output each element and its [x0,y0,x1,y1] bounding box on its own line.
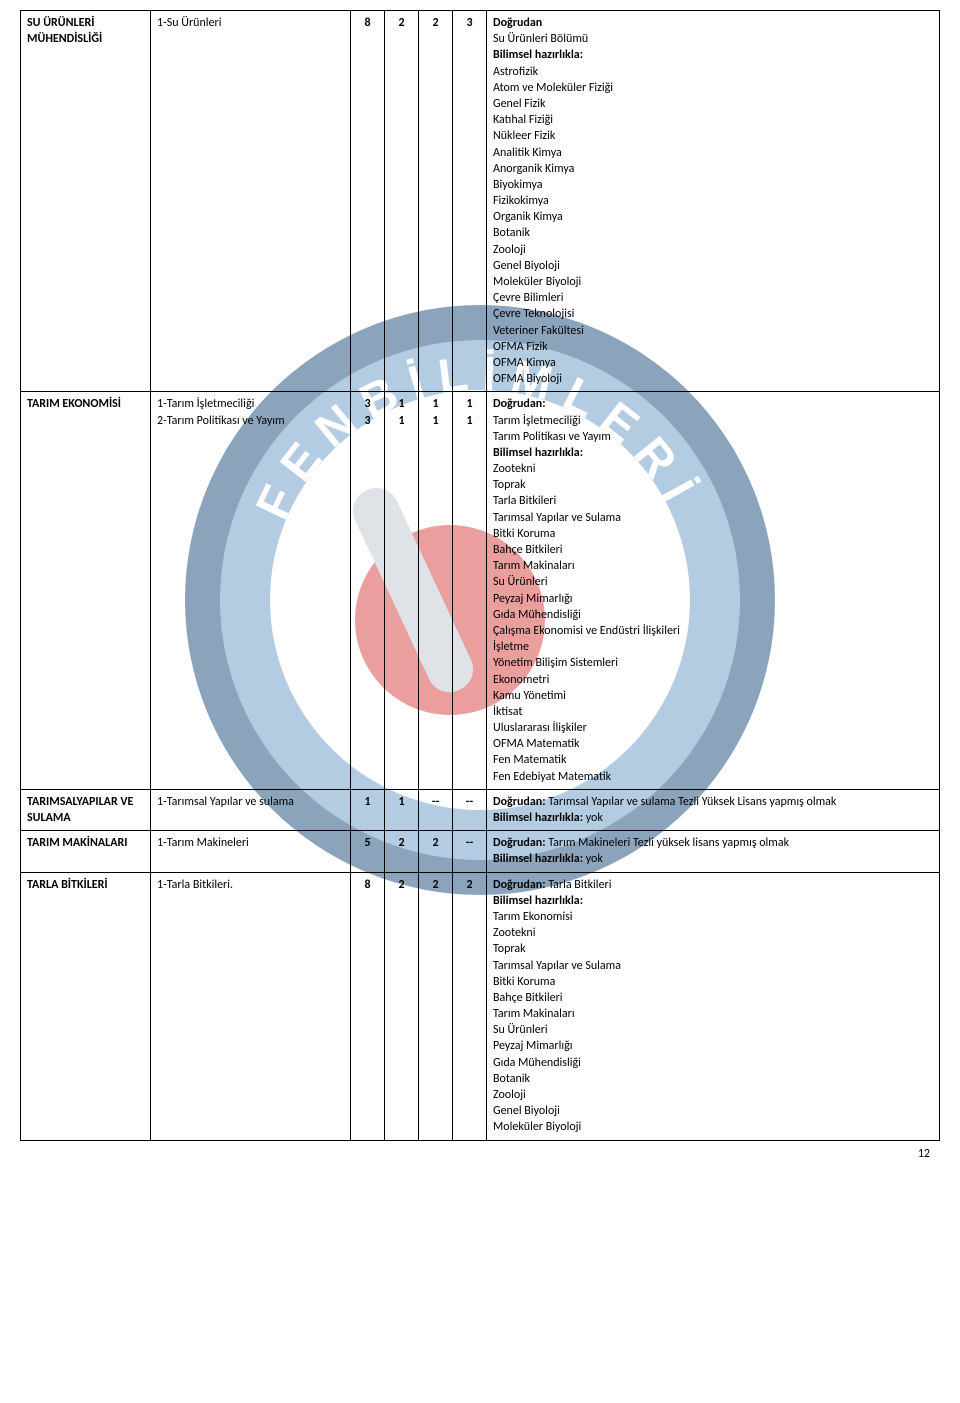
page-content: SU ÜRÜNLERİ MÜHENDİSLİĞİ1-Su Ürünleri822… [0,0,960,1191]
num-cell: 8 [351,11,385,392]
num-cell: 2 [419,831,453,872]
table-row: SU ÜRÜNLERİ MÜHENDİSLİĞİ1-Su Ürünleri822… [21,11,940,392]
num-cell: 8 [351,872,385,1140]
num-cell: 2 [385,872,419,1140]
num-cell: 2 [419,11,453,392]
items-cell: 1-Su Ürünleri [151,11,351,392]
dept-cell: TARIM MAKİNALARI [21,831,151,872]
desc-text: Doğrudan: Tarım Makineleri Tezli yüksek … [493,836,789,866]
desc-cell: Doğrudan: Tarımsal Yapılar ve sulama Tez… [487,789,940,830]
document-table: SU ÜRÜNLERİ MÜHENDİSLİĞİ1-Su Ürünleri822… [20,10,940,1141]
table-row: TARIMSALYAPILAR VE SULAMA1-Tarımsal Yapı… [21,789,940,830]
num-cell: 2 [419,872,453,1140]
num-cell: 2 [385,11,419,392]
table-row: TARLA BİTKİLERİ1-Tarla Bitkileri.8222Doğ… [21,872,940,1140]
num-cell: 3 3 [351,392,385,790]
num-cell: 3 [453,11,487,392]
desc-cell: Doğrudan: Tarım Makineleri Tezli yüksek … [487,831,940,872]
dept-cell: TARIMSALYAPILAR VE SULAMA [21,789,151,830]
desc-text: Doğrudan:Tarım İşletmeciliğiTarım Politi… [493,397,680,783]
dept-cell: SU ÜRÜNLERİ MÜHENDİSLİĞİ [21,11,151,392]
num-cell: 1 1 [419,392,453,790]
items-cell: 1-Tarım Makineleri [151,831,351,872]
page-number: 12 [20,1141,940,1161]
items-cell: 1-Tarımsal Yapılar ve sulama [151,789,351,830]
items-cell: 1-Tarla Bitkileri. [151,872,351,1140]
num-cell: 1 1 [453,392,487,790]
desc-cell: Doğrudan:Tarım İşletmeciliğiTarım Politi… [487,392,940,790]
num-cell: 2 [385,831,419,872]
num-cell: -- [453,789,487,830]
num-cell: 1 [385,789,419,830]
desc-text: Doğrudan: Tarla BitkileriBilimsel hazırl… [493,878,621,1135]
num-cell: 5 [351,831,385,872]
table-row: TARIM EKONOMİSİ1-Tarım İşletmeciliği 2-T… [21,392,940,790]
desc-text: DoğrudanSu Ürünleri BölümüBilimsel hazır… [493,16,613,386]
num-cell: 2 [453,872,487,1140]
dept-cell: TARLA BİTKİLERİ [21,872,151,1140]
items-cell: 1-Tarım İşletmeciliği 2-Tarım Politikası… [151,392,351,790]
desc-text: Doğrudan: Tarımsal Yapılar ve sulama Tez… [493,795,836,825]
num-cell: -- [453,831,487,872]
dept-cell: TARIM EKONOMİSİ [21,392,151,790]
desc-cell: DoğrudanSu Ürünleri BölümüBilimsel hazır… [487,11,940,392]
num-cell: 1 [351,789,385,830]
desc-cell: Doğrudan: Tarla BitkileriBilimsel hazırl… [487,872,940,1140]
num-cell: 1 1 [385,392,419,790]
num-cell: -- [419,789,453,830]
table-row: TARIM MAKİNALARI1-Tarım Makineleri522--D… [21,831,940,872]
